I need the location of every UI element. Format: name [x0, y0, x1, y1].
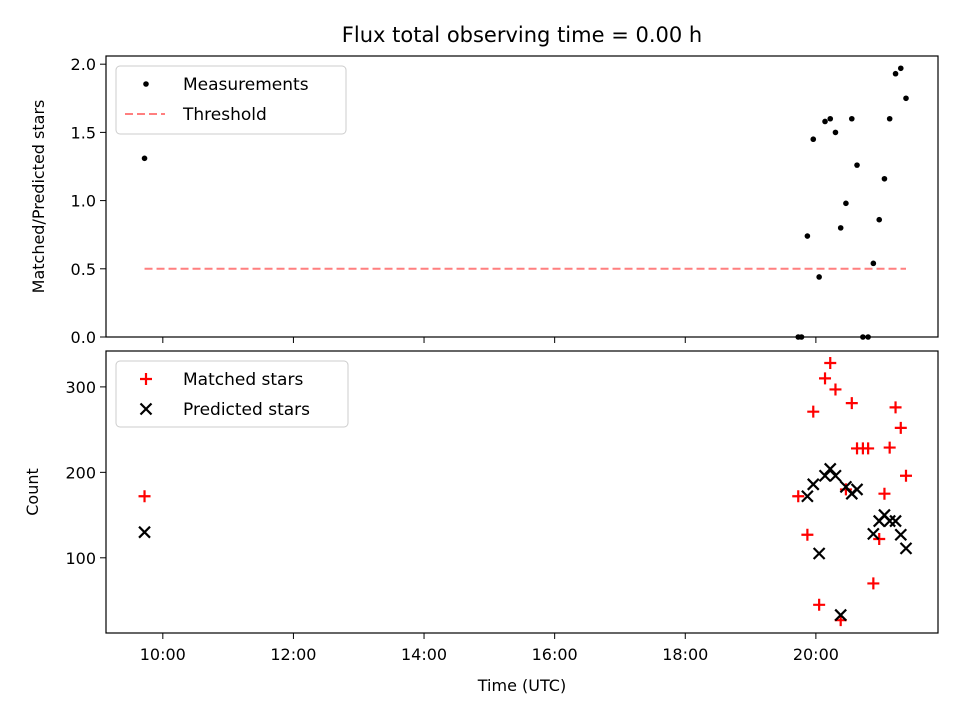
measurements-point	[892, 70, 899, 77]
legend: Matched stars Predicted stars	[115, 360, 349, 428]
predicted-stars-point	[829, 469, 842, 483]
matched-stars-point	[829, 383, 842, 396]
matched-stars-point	[878, 487, 891, 500]
y-tick-label: 0.5	[71, 260, 96, 279]
predicted-stars-point	[823, 462, 837, 476]
predicted-stars-point	[889, 514, 902, 528]
matched-stars-point	[845, 397, 858, 410]
predicted-stars-point	[834, 608, 847, 622]
legend-plus-marker	[140, 373, 152, 385]
measurements-point	[827, 115, 834, 122]
predicted-stars-point	[850, 483, 864, 496]
y-tick-label: 2.0	[71, 55, 96, 74]
y-axis-label: Matched/Predicted stars	[29, 100, 48, 294]
measurements-point	[870, 260, 877, 267]
matched-stars-point	[889, 401, 902, 414]
matched-stars-point	[824, 356, 837, 369]
matched-stars-point	[894, 421, 907, 434]
x-tick-label: 12:00	[270, 645, 316, 664]
y-tick-label: 200	[65, 463, 96, 482]
measurements-point	[903, 95, 909, 102]
y-tick-label: 1.5	[71, 123, 96, 142]
legend-label: Threshold	[182, 105, 267, 125]
x-tick-label: 16:00	[532, 645, 578, 664]
y-tick-label: 100	[65, 549, 96, 568]
predicted-stars-point	[806, 478, 820, 491]
matched-stars-point	[792, 490, 805, 503]
legend-label: Measurements	[183, 75, 309, 95]
measurements-point	[804, 233, 811, 239]
predicted-stars-point	[138, 525, 151, 539]
matched-stars-point	[867, 577, 880, 590]
measurements-point	[848, 115, 855, 122]
legend: Measurements Threshold	[115, 65, 347, 135]
matched-stars-point	[839, 483, 852, 496]
y-tick-label: 0.0	[71, 328, 96, 347]
matched-stars-point	[900, 469, 912, 482]
legend-label: Predicted stars	[183, 400, 310, 420]
measurements-point	[881, 175, 888, 182]
measurements-point	[843, 200, 849, 207]
count-panel: Count 100 200 300 10:00 12:00 14:00 16:00 18:00 2…	[23, 350, 939, 664]
legend-box	[115, 360, 349, 428]
legend-label: Matched stars	[183, 370, 303, 390]
predicted-stars-point	[894, 528, 908, 542]
predicted-stars-point	[818, 469, 832, 483]
measurements-point	[141, 155, 148, 162]
y-tick-label: 300	[65, 378, 96, 397]
measurements-point	[822, 118, 828, 125]
predicted-stars-point	[801, 489, 814, 503]
legend-box	[115, 65, 347, 135]
matched-stars-point	[883, 441, 896, 454]
matched-stars-point	[813, 598, 826, 611]
predicted-stars-point	[899, 542, 913, 555]
plot-frame	[105, 55, 939, 338]
y-tick-label: 1.0	[71, 192, 96, 211]
measurements-point	[837, 225, 844, 231]
legend-cross-marker	[139, 402, 153, 416]
plot-frame	[105, 350, 939, 634]
measurements-point	[876, 216, 883, 223]
matched-stars-point	[819, 372, 832, 385]
matched-stars-point	[807, 405, 820, 418]
measurements-point	[810, 136, 817, 143]
matched-stars-point	[138, 490, 151, 503]
measurements-point	[854, 162, 860, 168]
x-axis-label: Time (UTC)	[477, 676, 566, 695]
x-tick-label: 10:00	[140, 645, 186, 664]
chart-title: Flux total observing time = 0.00 h	[342, 23, 702, 47]
measurements-point	[816, 274, 822, 280]
predicted-stars-point	[812, 547, 826, 560]
measurements-point	[832, 129, 839, 136]
matched-stars-point	[801, 528, 814, 541]
matched-stars-point	[873, 533, 886, 545]
x-tick-label: 18:00	[662, 645, 708, 664]
measurements-point	[897, 65, 904, 72]
measurements-point	[886, 115, 893, 122]
ratio-panel: Matched/Predicted stars 0.0 0.5 1.0 1.5 2.0 Me…	[29, 55, 939, 347]
y-axis-label: Count	[23, 468, 42, 516]
predicted-stars-point	[867, 527, 880, 541]
matched-stars-point	[862, 442, 875, 455]
x-tick-label: 14:00	[401, 645, 447, 664]
x-tick-label: 20:00	[793, 645, 839, 664]
predicted-stars-point	[883, 514, 896, 528]
legend-dot-marker	[143, 81, 149, 87]
